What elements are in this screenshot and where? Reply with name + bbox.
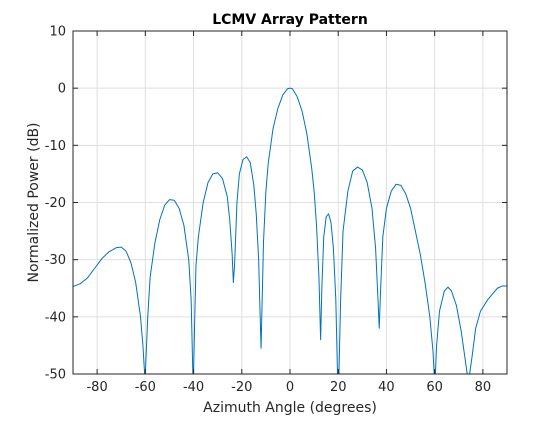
x-tick-label: -60 bbox=[135, 380, 156, 395]
y-tick-label: 10 bbox=[49, 25, 66, 40]
x-tick-label: 20 bbox=[330, 380, 347, 395]
chart-title: LCMV Array Pattern bbox=[212, 12, 368, 28]
x-axis-label: Azimuth Angle (degrees) bbox=[203, 400, 377, 416]
x-tick-label: 80 bbox=[475, 380, 492, 395]
y-tick-label: -30 bbox=[45, 253, 66, 268]
plot-lines bbox=[72, 87, 507, 375]
y-tick-label: 0 bbox=[58, 82, 66, 97]
y-tick-label: -10 bbox=[45, 139, 66, 154]
x-tick-label: 60 bbox=[426, 380, 443, 395]
x-tick-label: -20 bbox=[231, 380, 252, 395]
y-tick-label: -40 bbox=[45, 310, 66, 325]
y-tick-label: -50 bbox=[45, 368, 66, 383]
y-tick-label: -20 bbox=[45, 196, 66, 211]
x-tick-label: -40 bbox=[183, 380, 204, 395]
y-axis-label: Normalized Power (dB) bbox=[26, 122, 42, 282]
x-tick-label: 40 bbox=[378, 380, 395, 395]
series-line bbox=[72, 87, 507, 375]
x-tick-label: 0 bbox=[286, 380, 294, 395]
x-tick-label: -80 bbox=[86, 380, 107, 395]
